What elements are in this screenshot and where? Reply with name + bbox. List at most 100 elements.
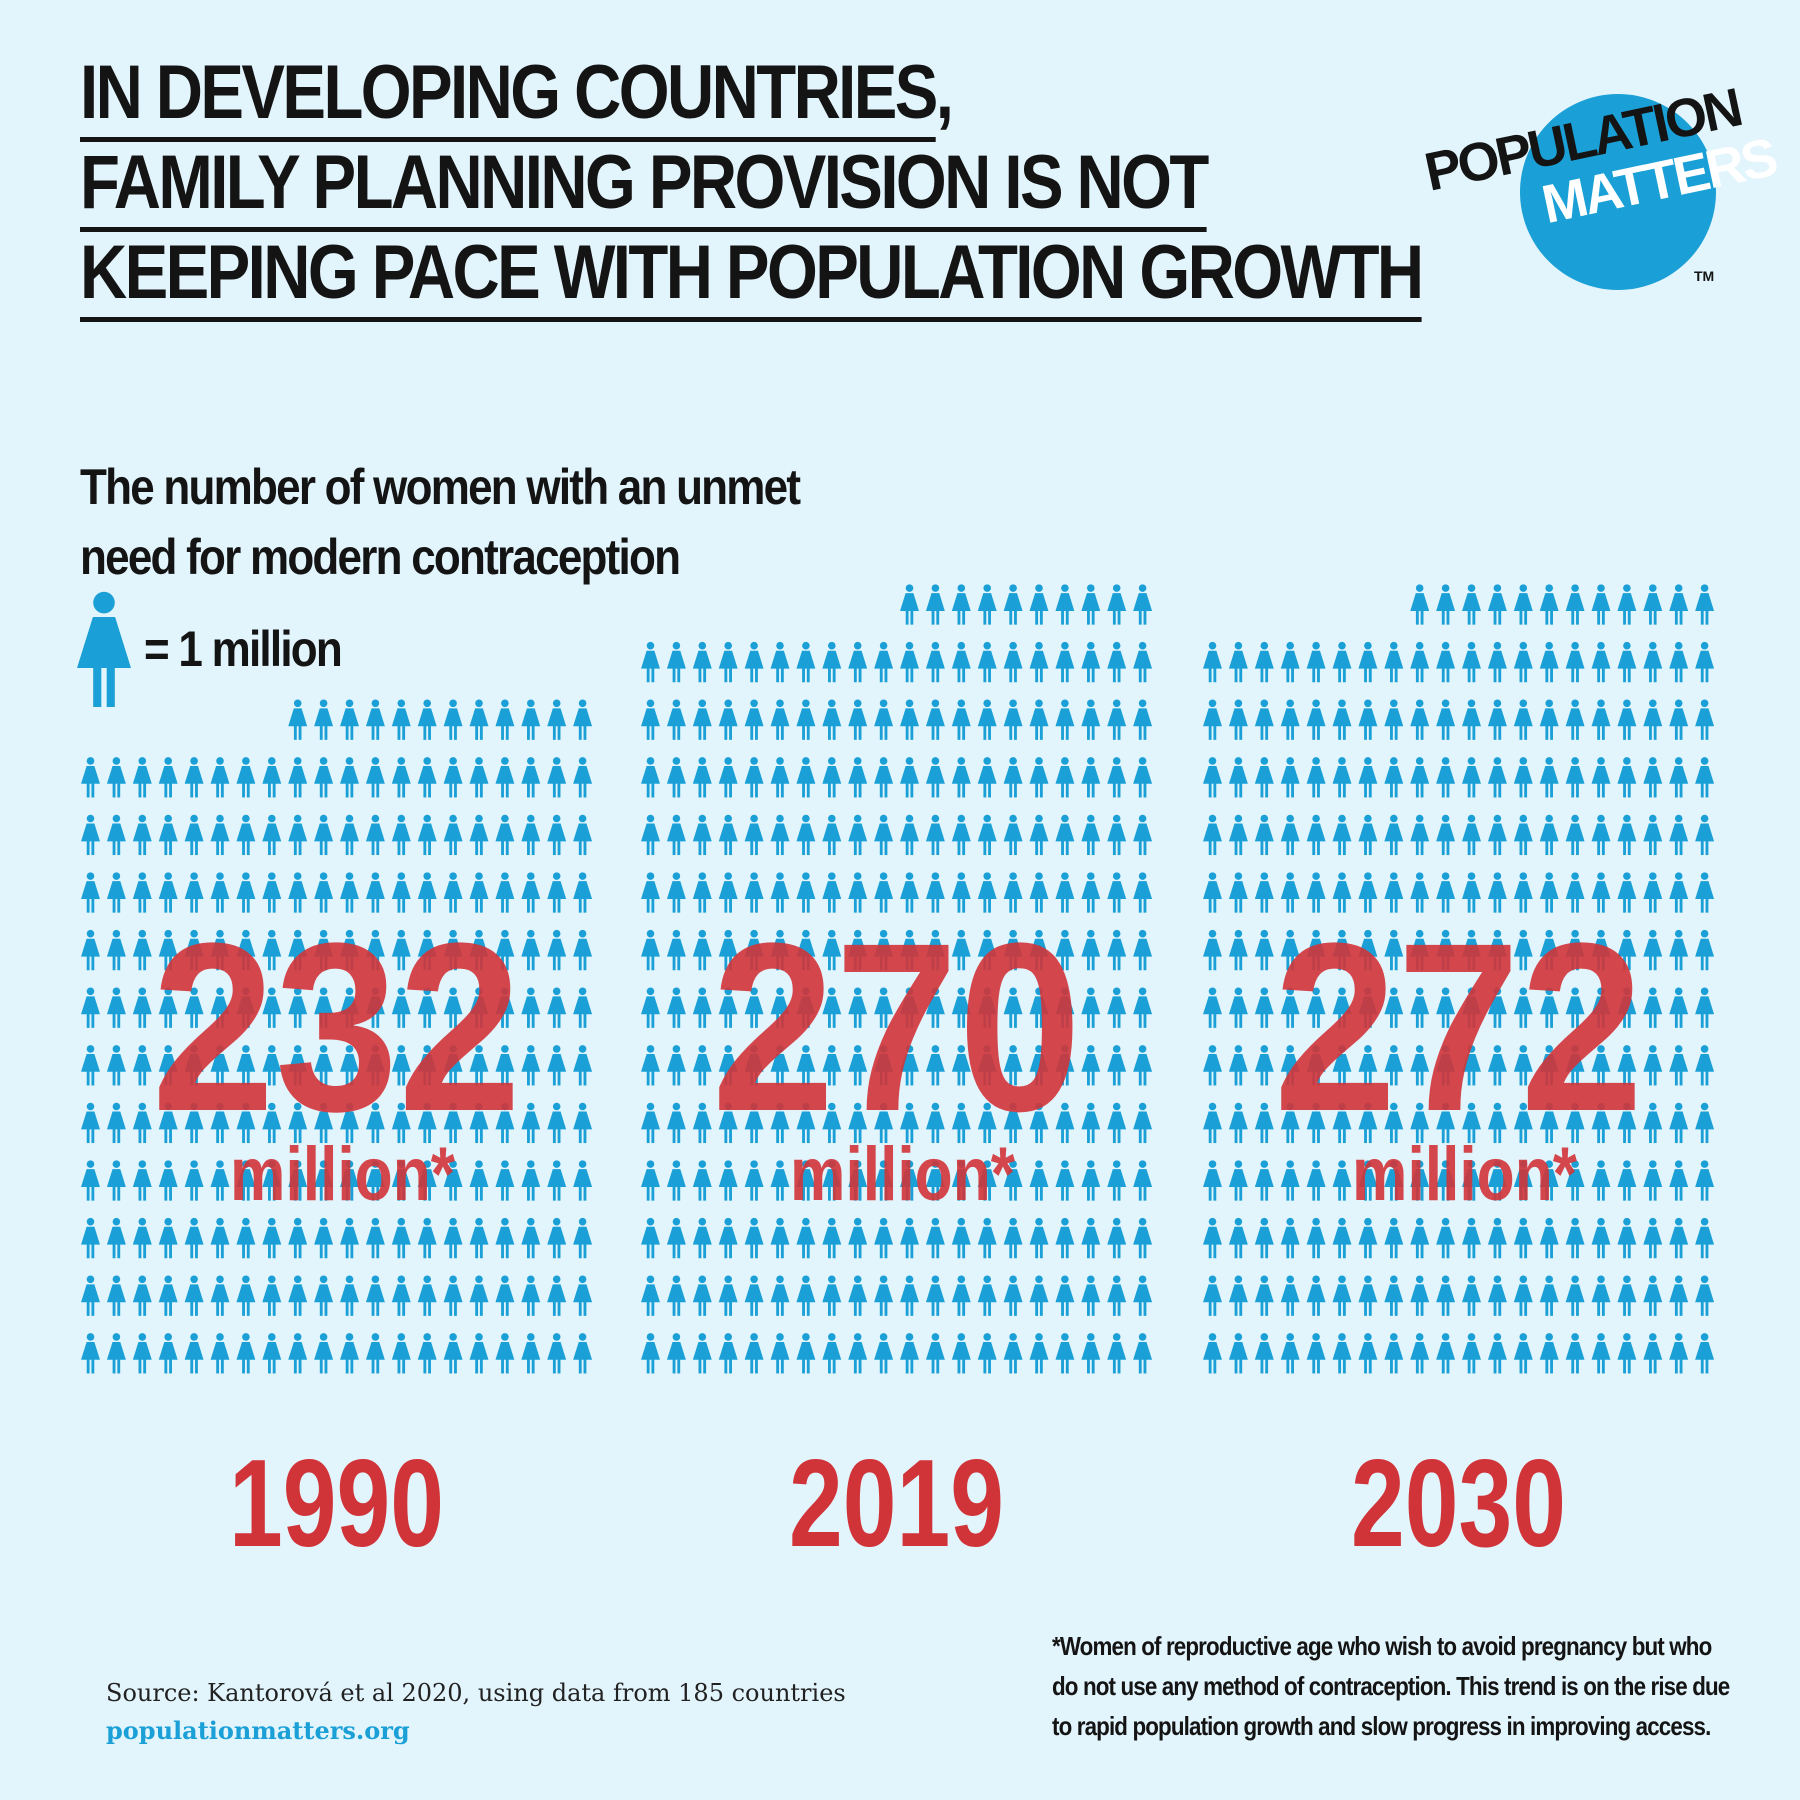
woman-icon	[547, 1217, 567, 1259]
woman-icon	[641, 987, 660, 1028]
woman-icon	[443, 1275, 463, 1316]
woman-icon	[1107, 757, 1127, 798]
woman-icon	[1203, 699, 1222, 740]
woman-icon	[1029, 699, 1049, 740]
woman-icon	[744, 699, 764, 740]
woman-icon	[81, 1217, 100, 1259]
woman-icon	[417, 757, 437, 798]
woman-icon	[573, 1217, 593, 1259]
woman-icon	[977, 641, 997, 683]
woman-icon	[1669, 987, 1689, 1028]
woman-icon	[822, 699, 842, 740]
woman-icon	[666, 699, 686, 740]
woman-icon	[666, 641, 686, 683]
woman-icon	[1591, 1333, 1611, 1374]
woman-icon	[900, 641, 919, 683]
woman-icon	[521, 1045, 541, 1086]
woman-icon	[1228, 699, 1248, 740]
woman-icon	[288, 699, 308, 740]
woman-icon	[314, 1217, 334, 1259]
woman-icon	[132, 1045, 152, 1086]
woman-icon	[1254, 1045, 1274, 1086]
woman-icon	[1280, 641, 1300, 683]
woman-icon	[692, 1045, 712, 1086]
woman-icon	[365, 699, 385, 740]
woman-icon	[365, 1333, 385, 1374]
woman-icon	[495, 757, 515, 798]
woman-icon	[770, 1217, 790, 1259]
woman-icon	[1003, 814, 1023, 856]
woman-icon	[1254, 1160, 1274, 1201]
woman-icon	[848, 641, 868, 683]
woman-icon	[288, 814, 308, 856]
woman-icon	[1107, 1275, 1127, 1316]
woman-icon	[158, 1333, 178, 1374]
woman-icon	[1203, 757, 1222, 798]
woman-icon	[1029, 641, 1049, 683]
woman-icon	[1133, 1160, 1153, 1201]
woman-icon	[1565, 757, 1585, 798]
woman-icon	[1055, 1333, 1075, 1374]
headline: IN DEVELOPING COUNTRIES, FAMILY PLANNING…	[80, 48, 1424, 322]
woman-icon	[1228, 757, 1248, 798]
subtitle: The number of women with an unmet need f…	[80, 452, 872, 592]
woman-icon	[1228, 929, 1248, 971]
woman-icon	[1436, 1217, 1456, 1259]
woman-icon	[1332, 1275, 1352, 1316]
legend-key-label: = 1 million	[144, 621, 343, 677]
woman-icon	[1133, 757, 1153, 798]
woman-icon	[822, 757, 842, 798]
woman-icon	[1695, 1217, 1715, 1259]
woman-icon	[132, 1217, 152, 1259]
woman-icon	[573, 929, 593, 971]
woman-icon	[314, 1275, 334, 1316]
woman-icon	[1669, 814, 1689, 856]
woman-icon	[1081, 1160, 1101, 1201]
woman-icon	[236, 757, 256, 798]
woman-icon	[744, 1217, 764, 1259]
woman-icon	[547, 1160, 567, 1201]
woman-icon	[848, 699, 868, 740]
woman-icon	[848, 757, 868, 798]
population-matters-logo: POPULATION MATTERS TM	[1390, 78, 1780, 300]
woman-icon	[1643, 757, 1663, 798]
woman-icon	[1107, 987, 1127, 1028]
woman-icon	[469, 1333, 489, 1374]
woman-icon	[1133, 584, 1153, 625]
woman-icon	[874, 1333, 894, 1374]
woman-icon	[822, 1275, 842, 1316]
woman-icon	[718, 699, 738, 740]
woman-icon	[1003, 1333, 1023, 1374]
woman-icon	[822, 1333, 842, 1374]
woman-icon	[81, 872, 100, 913]
woman-icon	[1203, 872, 1222, 913]
woman-icon	[641, 757, 660, 798]
woman-icon	[1029, 1275, 1049, 1316]
woman-icon	[1203, 1045, 1222, 1086]
woman-icon	[1384, 1275, 1404, 1316]
woman-icon	[132, 929, 152, 971]
woman-icon	[1695, 929, 1715, 971]
woman-icon	[1055, 1160, 1075, 1201]
woman-icon	[744, 814, 764, 856]
woman-icon	[874, 641, 894, 683]
category-label-2030: 2030	[1351, 1435, 1566, 1573]
isotype-chart: 232million*1990270million*2019272million…	[81, 584, 1715, 1573]
woman-icon	[1228, 641, 1248, 683]
woman-icon	[1513, 584, 1533, 625]
source-url[interactable]: populationmatters.org	[106, 1716, 410, 1745]
woman-icon	[81, 1160, 100, 1201]
woman-icon	[1228, 814, 1248, 856]
woman-icon	[1133, 699, 1153, 740]
woman-icon	[210, 814, 230, 856]
woman-icon	[521, 1275, 541, 1316]
woman-icon	[547, 699, 567, 740]
woman-icon	[132, 1102, 152, 1144]
woman-icon	[1487, 1217, 1507, 1259]
woman-icon	[1280, 1217, 1300, 1259]
woman-icon	[417, 1333, 437, 1374]
woman-icon	[925, 1275, 945, 1316]
woman-icon	[1081, 814, 1101, 856]
woman-icon	[1462, 757, 1481, 798]
woman-icon	[262, 1275, 282, 1316]
